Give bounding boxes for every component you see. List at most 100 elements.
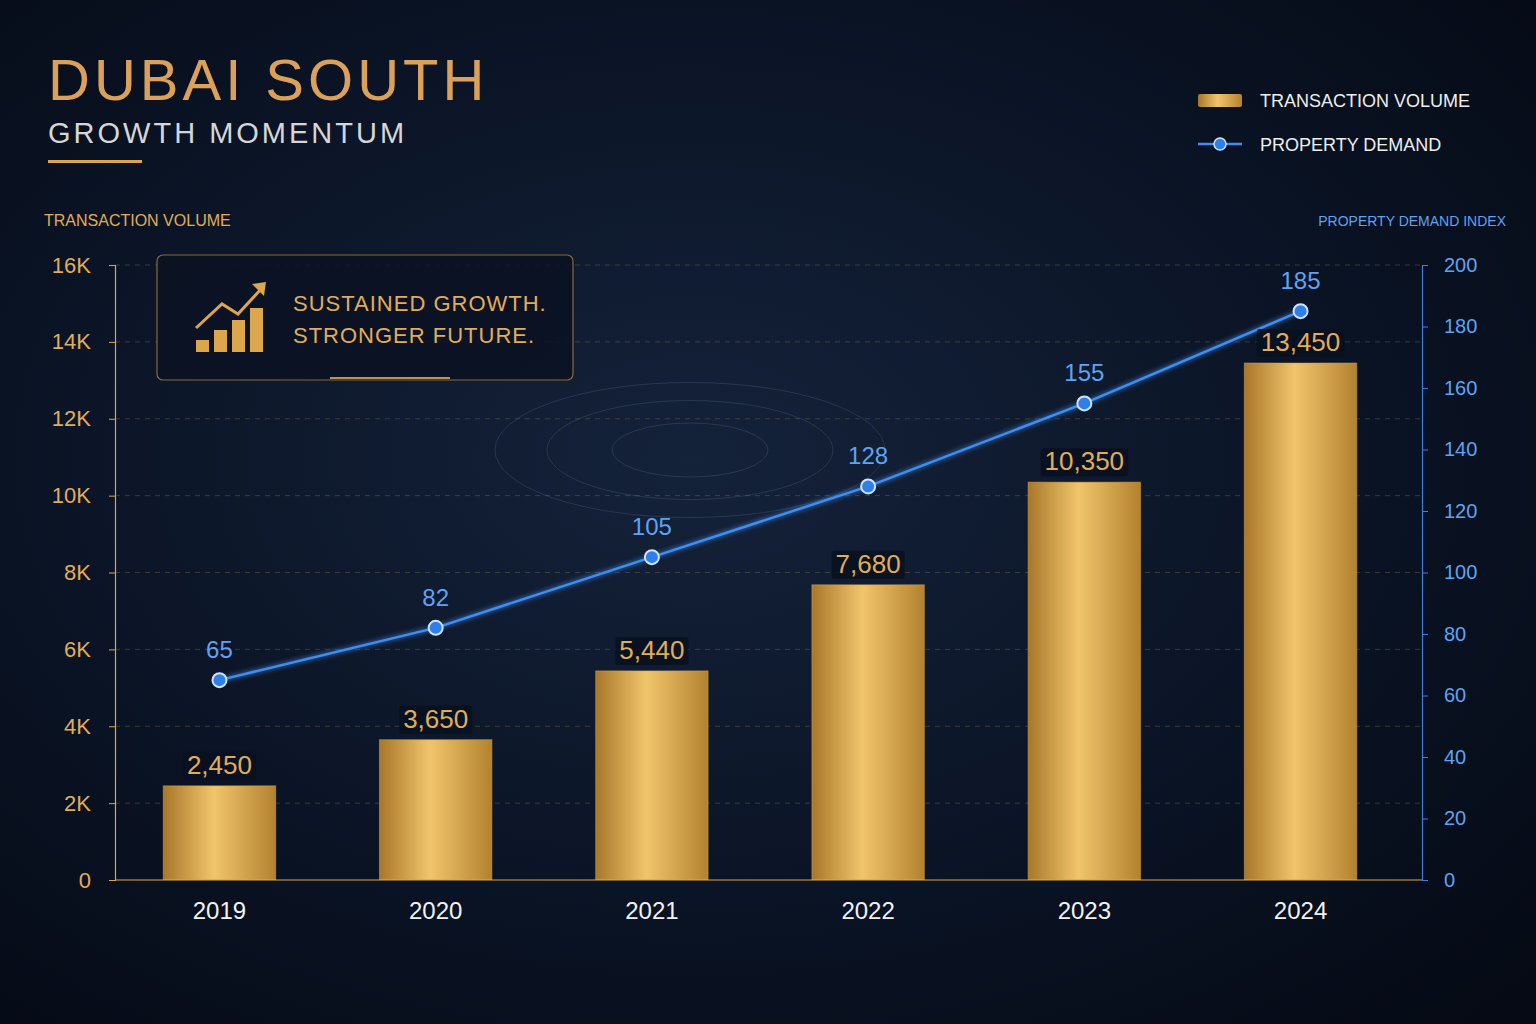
annotation-accent <box>330 377 450 379</box>
y-tick: 4K <box>64 714 115 739</box>
icon-bar <box>214 330 227 352</box>
y2-tick-mark <box>1422 880 1428 881</box>
y-tick-label: 4K <box>64 714 91 739</box>
bar-label: 13,450 <box>1261 327 1341 357</box>
y-tick-label: 16K <box>52 253 91 278</box>
bar-label: 5,440 <box>619 635 684 665</box>
y2-tick-label: 100 <box>1444 561 1477 583</box>
y-tick-label: 10K <box>52 483 91 508</box>
line-point <box>645 550 659 564</box>
annotation: SUSTAINED GROWTH.STRONGER FUTURE. <box>157 255 573 380</box>
icon-arrowhead <box>252 282 266 296</box>
bar-label-group: 7,680 <box>832 549 905 579</box>
bar-label: 7,680 <box>836 549 901 579</box>
title: DUBAI SOUTH <box>48 47 488 112</box>
y2-tick-mark <box>1422 450 1428 451</box>
y2-tick-label: 80 <box>1444 623 1466 645</box>
y-tick-mark <box>109 573 115 574</box>
x-tick: 2020 <box>409 880 462 924</box>
y-tick-label: 2K <box>64 791 91 816</box>
data-labels: 2,4503,6505,4407,68010,35013,45065821051… <box>183 267 1344 780</box>
y-tick: 2K <box>64 791 115 816</box>
y2-axis-title: PROPERTY DEMAND INDEX <box>1318 213 1506 229</box>
bar <box>1028 482 1140 880</box>
line-label: 185 <box>1281 267 1321 294</box>
y-tick-label: 6K <box>64 637 91 662</box>
y2-tick-label: 40 <box>1444 746 1466 768</box>
y-tick: 12K <box>52 406 115 431</box>
y-tick-label: 12K <box>52 406 91 431</box>
y2-tick: 60 <box>1422 684 1466 706</box>
y-tick: 16K <box>52 253 115 278</box>
y2-tick: 20 <box>1422 807 1466 829</box>
x-tick-label: 2022 <box>841 897 894 924</box>
x-tick-label: 2021 <box>625 897 678 924</box>
y2-tick-mark <box>1422 573 1428 574</box>
y2-tick: 200 <box>1422 254 1477 276</box>
y2-tick: 140 <box>1422 438 1477 460</box>
x-tick: 2021 <box>625 880 678 924</box>
line-point <box>861 479 875 493</box>
y-tick-mark <box>109 265 115 266</box>
x-tick: 2019 <box>193 880 246 924</box>
y2-tick: 0 <box>1422 869 1455 891</box>
line-point <box>212 673 226 687</box>
y2-tick: 180 <box>1422 315 1477 337</box>
y-tick-mark <box>109 496 115 497</box>
annotation-text: SUSTAINED GROWTH. <box>293 291 547 316</box>
grid-line <box>115 418 1422 419</box>
y2-tick-label: 160 <box>1444 377 1477 399</box>
chart: DUBAI SOUTH GROWTH MOMENTUM TRANSACTION VO… <box>0 0 1536 1024</box>
x-tick: 2022 <box>841 880 894 924</box>
subtitle: GROWTH MOMENTUM <box>48 117 407 149</box>
annotation-box <box>157 255 573 380</box>
y-tick-mark <box>109 649 115 650</box>
legend: TRANSACTION VOLUME PROPERTY DEMAND <box>1198 91 1470 155</box>
y-tick: 6K <box>64 637 115 662</box>
y2-tick: 40 <box>1422 746 1466 768</box>
y-tick-label: 14K <box>52 329 91 354</box>
y2-tick: 100 <box>1422 561 1477 583</box>
y2-tick-label: 120 <box>1444 500 1477 522</box>
grid <box>115 265 1422 803</box>
y-tick-mark <box>109 342 115 343</box>
bar-label: 2,450 <box>187 750 252 780</box>
y-tick: 8K <box>64 560 115 585</box>
plot-marks <box>163 304 1357 880</box>
legend-swatch <box>1198 94 1242 107</box>
grid-line <box>115 572 1422 573</box>
y2-tick-label: 60 <box>1444 684 1466 706</box>
y2-tick-mark <box>1422 327 1428 328</box>
y2-tick-mark <box>1422 757 1428 758</box>
line-label: 82 <box>422 584 449 611</box>
y2-tick-label: 0 <box>1444 869 1455 891</box>
y2-tick: 160 <box>1422 377 1477 399</box>
y2-tick-mark <box>1422 634 1428 635</box>
legend-label: TRANSACTION VOLUME <box>1260 91 1470 111</box>
icon-bar <box>232 320 245 352</box>
annotation-icon <box>196 282 266 352</box>
bar-label-group: 3,650 <box>399 704 472 734</box>
grid-line <box>115 495 1422 496</box>
icon-arrow <box>196 288 262 328</box>
y2-tick: 120 <box>1422 500 1477 522</box>
y2-tick-mark <box>1422 511 1428 512</box>
y-axis-line <box>109 266 116 881</box>
bar-label-group: 13,450 <box>1257 327 1345 357</box>
legend-label: PROPERTY DEMAND <box>1260 135 1441 155</box>
x-axis: 201920202021202220232024 <box>115 880 1422 924</box>
bar-label-group: 10,350 <box>1041 446 1129 476</box>
line-label: 128 <box>848 442 888 469</box>
line-label: 65 <box>206 636 233 663</box>
y-axis-title: TRANSACTION VOLUME <box>44 212 231 229</box>
legend-marker <box>1214 138 1226 150</box>
grid-line <box>115 803 1422 804</box>
bar-label-group: 5,440 <box>615 635 688 665</box>
bar <box>1244 363 1356 880</box>
y2-tick-mark <box>1422 696 1428 697</box>
y2-tick-mark <box>1422 388 1428 389</box>
line-label: 155 <box>1064 359 1104 386</box>
y2-tick-label: 200 <box>1444 254 1477 276</box>
y-axis: 02K4K6K8K10K12K14K16K <box>52 253 116 893</box>
y-tick-mark <box>109 419 115 420</box>
